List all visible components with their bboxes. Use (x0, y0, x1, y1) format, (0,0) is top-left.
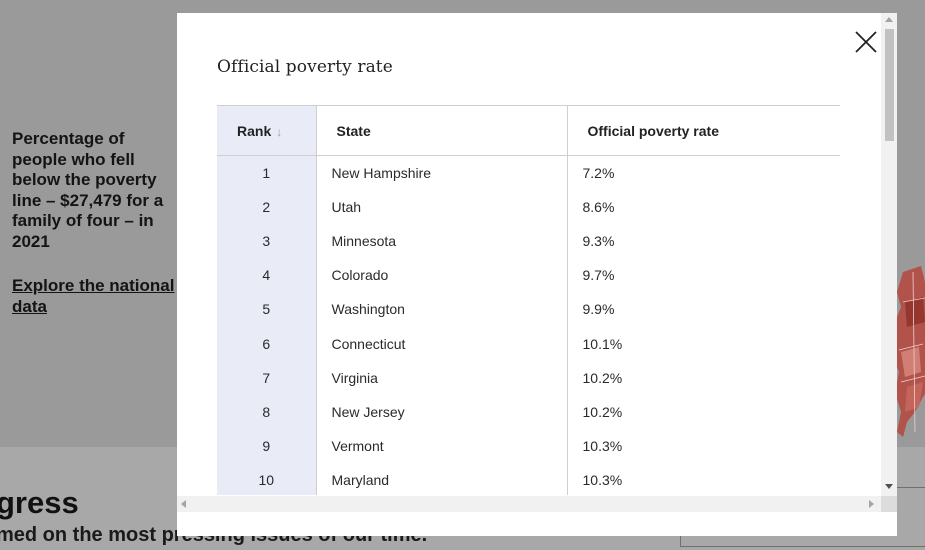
rank-cell: 8 (217, 394, 316, 429)
state-cell: Virginia (315, 360, 567, 395)
rank-cell: 7 (217, 360, 316, 395)
state-cell: Utah (315, 189, 567, 224)
table-modal: Official poverty rate Rank ↓ State Offici… (177, 13, 897, 536)
table-row: 3 Minnesota 9.3% (217, 223, 840, 259)
rate-cell: 9.7% (566, 258, 840, 293)
scroll-left-arrow-icon[interactable] (181, 500, 186, 508)
rank-cell: 6 (217, 326, 316, 361)
rank-cell: 5 (217, 292, 316, 327)
column-header-state[interactable]: State (315, 105, 567, 156)
rate-cell: 9.9% (566, 292, 840, 327)
scroll-up-arrow-icon[interactable] (885, 17, 893, 22)
state-cell: Minnesota (315, 223, 567, 259)
state-cell: New Hampshire (315, 155, 567, 190)
table-row: 9 Vermont 10.3% (217, 429, 840, 464)
sort-descending-icon: ↓ (276, 124, 283, 139)
rank-cell: 3 (217, 223, 316, 259)
rank-cell: 1 (217, 155, 316, 190)
column-header-rank[interactable]: Rank ↓ (217, 105, 316, 156)
state-cell: Colorado (315, 258, 567, 293)
explore-national-data-link[interactable]: Explore the national data (12, 276, 175, 316)
background-headline: gress (0, 485, 79, 520)
close-button[interactable] (853, 29, 879, 55)
rate-cell: 7.2% (566, 155, 840, 190)
rank-cell: 9 (217, 429, 316, 464)
rate-cell: 9.3% (566, 223, 840, 259)
close-icon (855, 31, 877, 53)
table-row: 6 Connecticut 10.1% (217, 326, 840, 361)
state-cell: Vermont (315, 429, 567, 464)
table-row: 4 Colorado 9.7% (217, 258, 840, 293)
rank-cell: 4 (217, 258, 316, 293)
rate-cell: 10.3% (566, 463, 840, 495)
rate-cell: 10.3% (566, 429, 840, 464)
rank-cell: 10 (217, 463, 316, 495)
poverty-table-container: Rank ↓ State Official poverty rate 1 New H… (217, 105, 840, 495)
poverty-rate-table: Rank ↓ State Official poverty rate 1 New H… (217, 105, 840, 495)
scrollbar-corner (881, 496, 897, 512)
rank-cell: 2 (217, 189, 316, 224)
rate-cell: 10.2% (566, 360, 840, 395)
scroll-right-arrow-icon[interactable] (869, 500, 874, 508)
column-header-rate[interactable]: Official poverty rate (566, 105, 840, 156)
state-cell: New Jersey (315, 394, 567, 429)
table-row: 7 Virginia 10.2% (217, 360, 840, 395)
rate-cell: 10.1% (566, 326, 840, 361)
table-row: 2 Utah 8.6% (217, 189, 840, 224)
table-header-row: Rank ↓ State Official poverty rate (217, 105, 840, 156)
table-body: 1 New Hampshire 7.2% 2 Utah 8.6% 3 Minnesota 9.3… (217, 155, 840, 495)
table-row: 10 Maryland 10.3% (217, 463, 840, 495)
modal-title: Official poverty rate (217, 57, 393, 77)
map-description: Percentage of people who fell below the … (12, 129, 164, 251)
scroll-down-arrow-icon[interactable] (885, 484, 893, 489)
rate-cell: 10.2% (566, 394, 840, 429)
horizontal-scrollbar[interactable] (177, 496, 881, 512)
us-map-fragment (893, 266, 925, 437)
table-row: 1 New Hampshire 7.2% (217, 155, 840, 190)
table-row: 5 Washington 9.9% (217, 292, 840, 327)
rate-cell: 8.6% (566, 189, 840, 224)
state-cell: Connecticut (315, 326, 567, 361)
vertical-scrollbar[interactable] (881, 13, 897, 496)
vertical-scroll-thumb[interactable] (885, 29, 894, 141)
state-cell: Washington (315, 292, 567, 327)
table-row: 8 New Jersey 10.2% (217, 394, 840, 429)
state-cell: Maryland (315, 463, 567, 495)
